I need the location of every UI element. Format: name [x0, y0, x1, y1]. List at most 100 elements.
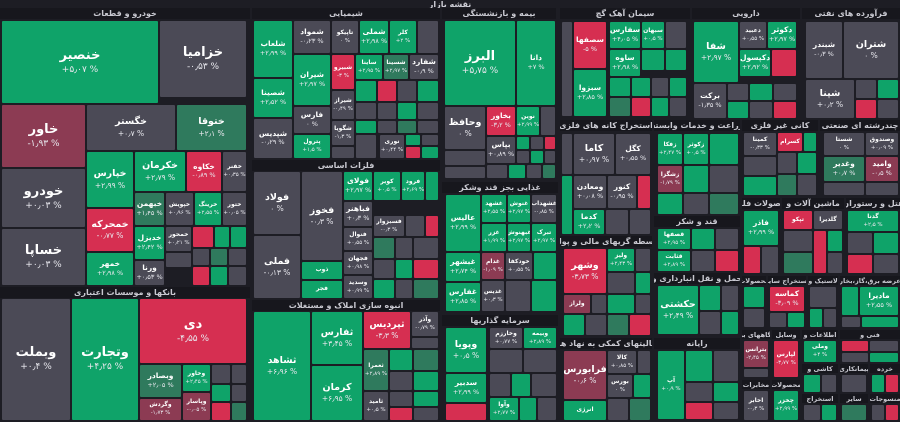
tile-unlabeled[interactable]	[414, 408, 438, 420]
tile-ولیز[interactable]: ولیز +۲٫۴۳ %	[608, 249, 634, 271]
tile-unlabeled[interactable]	[886, 375, 898, 392]
tile-خزامیا[interactable]: خزامیا -۰٫۵۳ %	[160, 21, 246, 97]
tile-unlabeled[interactable]	[524, 350, 556, 372]
tile-unlabeled[interactable]	[534, 253, 556, 279]
tile-unlabeled[interactable]	[586, 315, 606, 335]
tile-unlabeled[interactable]	[744, 247, 760, 273]
tile-unlabeled[interactable]	[716, 251, 738, 271]
tile-بترانس[interactable]: بترانس -۲٫۴۵ %	[744, 341, 768, 367]
tile-unlabeled[interactable]	[810, 309, 822, 327]
tile-کمینا[interactable]: کمینا -۰٫۳۳ %	[744, 133, 776, 155]
tile-unlabeled[interactable]	[686, 403, 712, 419]
tile-unlabeled[interactable]	[608, 295, 634, 313]
tile-unlabeled[interactable]	[418, 121, 438, 133]
tile-unlabeled[interactable]	[744, 309, 764, 327]
tile-unlabeled[interactable]	[229, 249, 246, 265]
tile-unlabeled[interactable]	[686, 351, 712, 381]
tile-وخاور[interactable]: وخاور +۲٫۴۵ %	[183, 365, 210, 391]
tile-unlabeled[interactable]	[828, 231, 842, 251]
tile-قصفها[interactable]: قصفها +۲٫۹۵ %	[658, 229, 690, 249]
tile-unlabeled[interactable]	[487, 165, 507, 178]
tile-unlabeled[interactable]	[634, 375, 650, 397]
tile-سبزوا[interactable]: سبزوا +۲٫۸۵ %	[574, 70, 606, 116]
tile-unlabeled[interactable]	[798, 153, 816, 173]
tile-unlabeled[interactable]	[422, 135, 438, 145]
tile-ثامید[interactable]: ثامید +۰٫۵ %	[364, 392, 388, 420]
tile-غدیس[interactable]: غدیس +۰٫۳ %	[482, 281, 504, 311]
tile-unlabeled[interactable]	[374, 260, 394, 278]
tile-unlabeled[interactable]	[414, 350, 438, 370]
tile-سدبیر[interactable]: سدبیر +۲٫۹۹ %	[446, 374, 486, 402]
tile-unlabeled[interactable]	[532, 281, 556, 311]
tile-تاپیکو[interactable]: تاپیکو ۰ %	[332, 21, 358, 53]
tile-unlabeled[interactable]	[426, 216, 438, 236]
tile-وتجارت[interactable]: وتجارت +۴٫۲۵ %	[72, 299, 138, 420]
tile-unlabeled[interactable]	[332, 147, 354, 158]
tile-unlabeled[interactable]	[426, 172, 438, 200]
tile-unlabeled[interactable]	[390, 350, 412, 370]
tile-اخابر[interactable]: اخابر -۰٫۳ %	[744, 391, 768, 420]
tile-غدام[interactable]: غدام -۱٫۰۹ %	[482, 253, 504, 279]
tile-unlabeled[interactable]	[658, 194, 682, 214]
tile-unlabeled[interactable]	[874, 233, 898, 253]
tile-unlabeled[interactable]	[414, 280, 438, 298]
tile-unlabeled[interactable]	[670, 98, 686, 116]
tile-حکشتی[interactable]: حکشتی +۲٫۴۹ %	[658, 286, 698, 334]
tile-unlabeled[interactable]	[374, 238, 394, 258]
tile-گدنا[interactable]: گدنا +۲٫۵ %	[848, 211, 898, 231]
tile-خبنیان[interactable]	[193, 227, 213, 247]
tile-unlabeled[interactable]	[848, 233, 872, 253]
tile-فجهان[interactable]: فجهان +۰٫۹۸ %	[344, 252, 372, 274]
tile-unlabeled[interactable]	[414, 392, 438, 406]
tile-وبصادر[interactable]: وبصادر +۲٫۰۵ %	[140, 365, 181, 397]
tile-unlabeled[interactable]	[166, 253, 191, 267]
tile-کوثر[interactable]	[541, 107, 555, 135]
tile-unlabeled[interactable]	[517, 151, 529, 163]
tile-شپنا[interactable]: شپنا +۰٫۲ %	[806, 80, 854, 118]
tile-unlabeled[interactable]	[378, 121, 396, 133]
tile-ثعمرا[interactable]: ثعمرا +۲٫۸۹ %	[364, 350, 388, 390]
tile-unlabeled[interactable]	[638, 351, 650, 373]
tile-unlabeled[interactable]	[778, 175, 796, 195]
tile-unlabeled[interactable]	[531, 151, 543, 163]
tile-بپاس[interactable]: بپاس +۰٫۸۹ %	[487, 137, 515, 163]
tile-unlabeled[interactable]	[406, 135, 420, 145]
tile-وپاسار[interactable]: وپاسار -۰٫۰۵ %	[183, 393, 210, 420]
tile-unlabeled[interactable]	[722, 312, 738, 334]
tile-دی[interactable]: دی -۴٫۵۵ %	[140, 299, 246, 363]
tile-unlabeled[interactable]	[848, 255, 872, 273]
tile-unlabeled[interactable]	[211, 267, 227, 285]
tile-unlabeled[interactable]	[414, 260, 438, 278]
tile-unlabeled[interactable]	[356, 103, 376, 119]
tile-unlabeled[interactable]	[531, 137, 543, 149]
tile-unlabeled[interactable]	[545, 137, 555, 149]
tile-unlabeled[interactable]	[562, 176, 572, 234]
tile-ختور[interactable]: ختور +۰٫۰۵ %	[223, 193, 246, 225]
tile-کاما[interactable]: کاما +۰٫۹۷ %	[574, 134, 614, 174]
tile-unlabeled[interactable]	[509, 165, 525, 178]
tile-زشگزا[interactable]: زشگزا -۱٫۷۹ %	[658, 166, 682, 192]
tile-unlabeled[interactable]	[866, 183, 898, 195]
tile-unlabeled[interactable]	[636, 273, 650, 293]
tile-unlabeled[interactable]	[856, 80, 876, 98]
tile-unlabeled[interactable]	[842, 317, 860, 327]
tile-وپویا[interactable]: وپویا +۰٫۵ %	[446, 328, 486, 372]
tile-وخارزم[interactable]: وخارزم +۰٫۷۷ %	[490, 328, 522, 348]
tile-unlabeled[interactable]	[396, 260, 412, 278]
tile-فنوال[interactable]: فنوال +۰٫۵۵ %	[344, 228, 372, 250]
tile-عالیس[interactable]: عالیس +۲٫۹۹ %	[446, 195, 480, 251]
tile-unlabeled[interactable]	[822, 405, 836, 420]
tile-unlabeled[interactable]	[396, 280, 412, 298]
tile-ساوه[interactable]: ساوه +۲٫۹۸ %	[610, 50, 640, 76]
tile-unlabeled[interactable]	[356, 81, 376, 101]
tile-خکرمان[interactable]: خکرمان +۲٫۷۹ %	[135, 152, 185, 191]
tile-unlabeled[interactable]	[878, 100, 898, 118]
tile-دکوثر[interactable]: دکوثر +۲٫۹۷ %	[768, 22, 796, 48]
tile-سفارس[interactable]: سفارس +۴٫۰۵ %	[610, 22, 640, 48]
tile-سبهان[interactable]: سبهان +۰٫۵ %	[642, 22, 664, 48]
tile-unlabeled[interactable]	[414, 372, 438, 390]
tile-unlabeled[interactable]	[564, 315, 584, 335]
tile-unlabeled[interactable]	[608, 273, 634, 293]
tile-فجر[interactable]: فجر	[302, 281, 342, 298]
tile-unlabeled[interactable]	[390, 392, 412, 406]
